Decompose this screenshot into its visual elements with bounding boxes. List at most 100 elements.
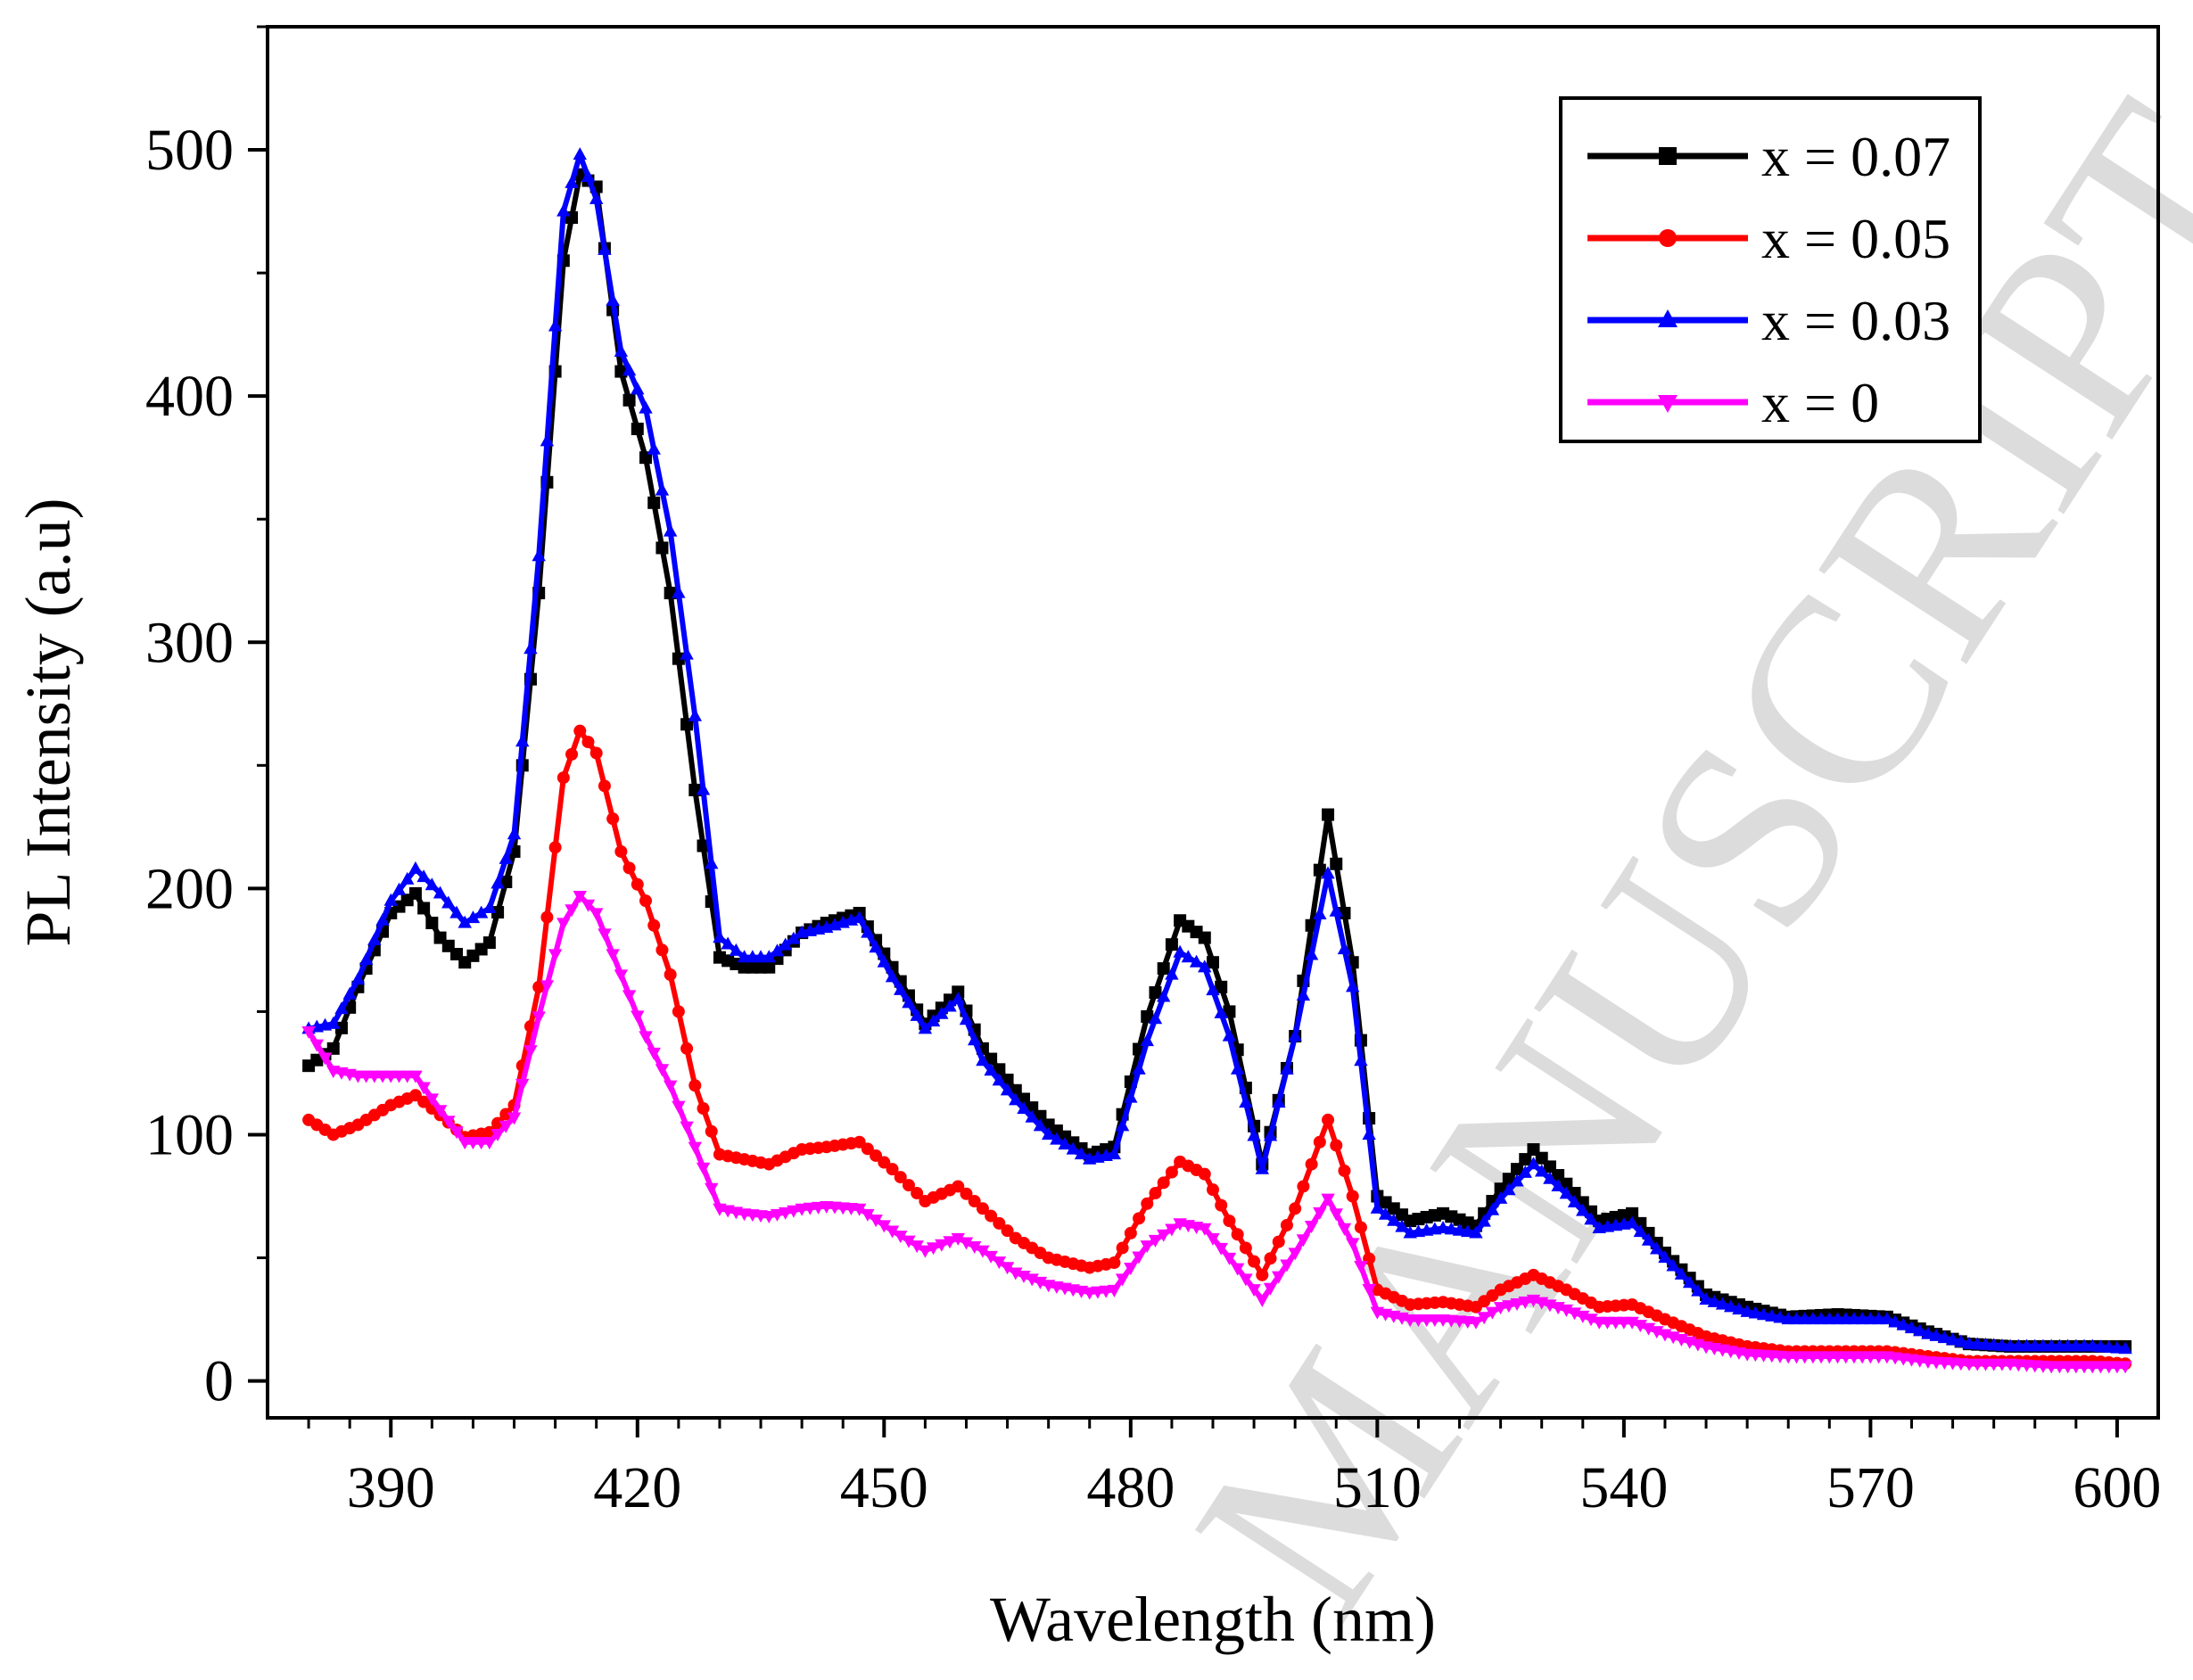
data-point <box>556 918 571 931</box>
data-point <box>1165 1223 1179 1237</box>
data-point <box>1304 1221 1319 1234</box>
data-point <box>967 1241 982 1255</box>
data-point <box>778 1206 793 1220</box>
data-point <box>1280 1061 1294 1075</box>
legend-entry: x = 0.07 <box>1587 125 1950 188</box>
data-point <box>870 1149 883 1162</box>
data-point <box>482 901 497 914</box>
legend: x = 0.07 x = 0.05 x = 0.03 x = 0 <box>1559 96 1982 443</box>
data-point <box>877 1220 892 1233</box>
data-point <box>1009 1092 1023 1106</box>
data-point <box>1346 1190 1359 1203</box>
data-point <box>491 1116 505 1130</box>
data-point <box>1206 1232 1220 1246</box>
data-point <box>1896 1317 1910 1330</box>
data-point <box>631 1010 645 1024</box>
data-point <box>1230 1263 1245 1276</box>
data-point <box>1115 1273 1130 1287</box>
x-axis-title: Wavelength (nm) <box>990 1584 1436 1655</box>
data-point <box>392 882 407 895</box>
data-point <box>449 1126 464 1140</box>
data-point <box>408 1070 423 1083</box>
data-point <box>375 912 390 926</box>
data-point <box>762 1210 776 1223</box>
data-point <box>1091 1286 1105 1299</box>
data-point <box>1058 1137 1072 1150</box>
data-point <box>1322 808 1335 821</box>
data-point <box>1477 1312 1491 1325</box>
data-point <box>1444 1222 1459 1235</box>
data-point <box>1641 1232 1656 1246</box>
data-point <box>886 1163 899 1176</box>
data-point <box>705 856 719 869</box>
data-point <box>1748 1305 1763 1319</box>
data-point <box>1485 1306 1500 1320</box>
data-point <box>1296 1234 1311 1248</box>
data-point <box>334 1001 349 1015</box>
data-point <box>1691 1283 1705 1297</box>
data-point <box>408 886 422 900</box>
data-point <box>532 1011 546 1025</box>
data-point <box>598 242 612 255</box>
data-point <box>951 992 965 1005</box>
data-point <box>556 203 571 217</box>
data-point <box>1141 1197 1154 1210</box>
data-point <box>1214 1242 1228 1256</box>
data-point <box>696 782 711 795</box>
data-point <box>631 422 644 435</box>
data-point <box>680 1042 694 1055</box>
data-point <box>1305 1157 1318 1171</box>
y-tick-label: 400 <box>145 364 234 429</box>
data-point <box>1469 1316 1483 1330</box>
data-point <box>326 1042 340 1055</box>
data-point <box>1945 1332 1960 1346</box>
x-tick-label: 510 <box>1333 1455 1422 1520</box>
data-point <box>1511 1163 1524 1176</box>
data-point <box>589 191 604 204</box>
data-point <box>1198 931 1211 944</box>
data-point <box>524 641 538 655</box>
data-point <box>1699 1292 1713 1305</box>
data-point <box>515 734 530 747</box>
data-point <box>548 318 563 332</box>
data-point <box>622 861 636 875</box>
data-point <box>877 954 892 968</box>
data-point <box>697 839 710 852</box>
data-point <box>1395 1219 1409 1232</box>
data-point <box>1239 1273 1253 1287</box>
data-point <box>1937 1330 1952 1344</box>
data-point <box>1148 1234 1163 1248</box>
data-point <box>1345 979 1360 992</box>
data-point <box>1502 1182 1516 1196</box>
legend-marker <box>1659 229 1677 247</box>
data-point <box>770 943 785 957</box>
data-point <box>1280 1218 1293 1231</box>
data-point <box>1206 983 1220 996</box>
data-point <box>1222 1028 1237 1042</box>
data-point <box>1297 1180 1310 1193</box>
data-point <box>1231 1228 1244 1241</box>
data-point <box>697 1102 710 1116</box>
data-point <box>1740 1304 1754 1317</box>
data-point <box>1198 1223 1212 1236</box>
data-point <box>1658 1250 1672 1264</box>
data-point <box>425 917 439 930</box>
data-point <box>869 940 883 953</box>
legend-label: x = 0.07 <box>1761 125 1950 188</box>
y-tick-label: 300 <box>145 610 234 675</box>
data-point <box>729 943 744 956</box>
data-point <box>910 1008 924 1021</box>
data-point <box>976 1053 990 1066</box>
x-tick-label: 570 <box>1826 1455 1915 1520</box>
data-point <box>1304 947 1319 960</box>
data-point <box>350 972 366 985</box>
data-point <box>573 891 587 904</box>
legend-label: x = 0.03 <box>1761 289 1950 352</box>
data-point <box>1207 956 1219 969</box>
data-point <box>1765 1308 1779 1322</box>
data-point <box>1223 1005 1236 1018</box>
data-point <box>1329 903 1343 917</box>
data-point <box>902 1235 916 1248</box>
data-point <box>524 1045 538 1058</box>
data-point <box>416 869 431 883</box>
